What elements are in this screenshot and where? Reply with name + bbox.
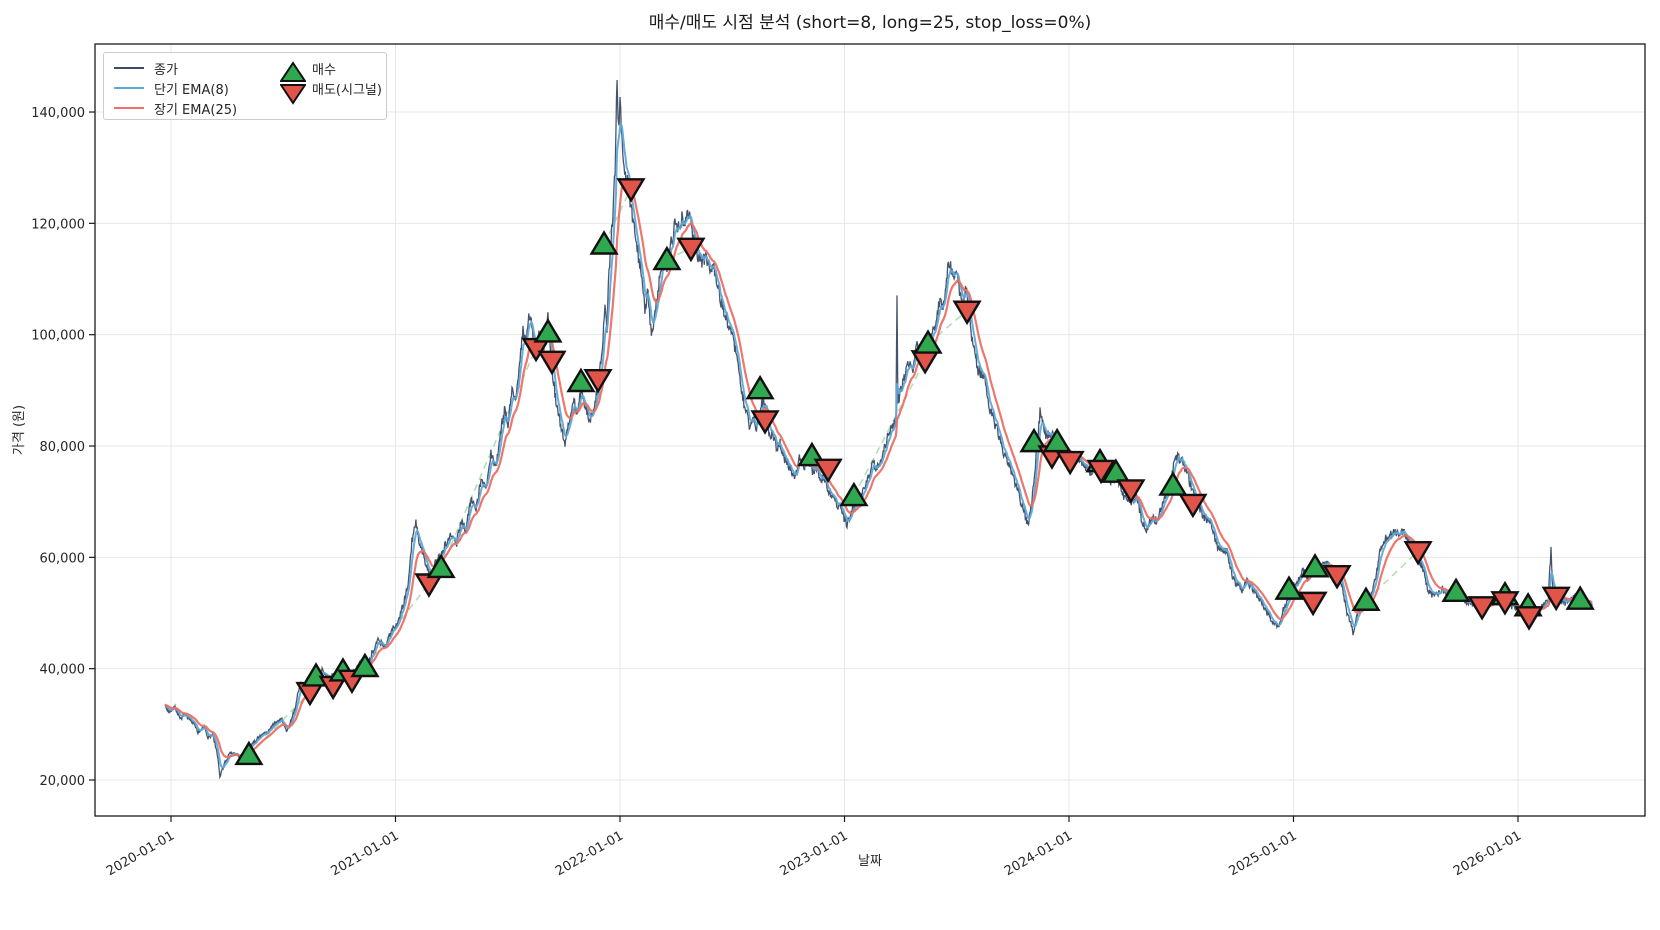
sell-marker	[1178, 493, 1208, 519]
legend-item-ema-short: 단기 EMA(8)	[114, 78, 229, 98]
signal-markers	[234, 178, 1595, 766]
legend-item-sell: 매도(시그널)	[312, 78, 382, 98]
trade-line	[440, 347, 537, 569]
y-axis-label: 가격 (원)	[12, 404, 27, 456]
chart-title: 매수/매도 시점 분석 (short=8, long=25, stop_loss…	[648, 13, 1092, 33]
buy-marker	[350, 652, 380, 678]
buy-marker	[1300, 553, 1330, 578]
grid	[95, 44, 1645, 816]
sell-marker	[583, 369, 613, 394]
sell-marker	[1467, 596, 1497, 621]
legend-buy-label: 매수	[312, 62, 336, 78]
sell-marker	[1298, 591, 1328, 617]
price-lines	[164, 79, 1593, 780]
buy-marker	[745, 374, 775, 400]
buy-marker	[426, 553, 456, 579]
long-ema-line-swatch	[114, 107, 144, 109]
x-axis-label: 날짜	[858, 854, 882, 869]
buy-marker	[1274, 575, 1304, 600]
legend-item-close: 종가	[114, 58, 178, 78]
trade-line	[853, 359, 926, 497]
legend-item-ema-long: 장기 EMA(25)	[114, 98, 237, 118]
buy-marker	[234, 740, 264, 766]
buy-marker	[533, 318, 563, 343]
buy-marker	[1441, 577, 1471, 603]
buy-marker	[1565, 585, 1595, 610]
close-price-line	[164, 79, 1593, 780]
sell-marker	[1116, 479, 1146, 504]
sell-marker	[1322, 564, 1352, 590]
close-line-swatch	[114, 67, 144, 69]
legend: 종가 단기 EMA(8) 장기 EMA(25) 매수 매도(시그널)	[103, 52, 387, 120]
sell-marker	[1514, 606, 1544, 631]
short-ema-line-swatch	[114, 87, 144, 89]
axes-spines	[94, 43, 1646, 817]
sell-marker	[1490, 591, 1520, 616]
y-tick-label: 40,000	[40, 663, 86, 678]
buy-marker	[652, 245, 682, 271]
legend-close-label: 종가	[154, 62, 178, 78]
sell-marker	[676, 237, 706, 263]
buy-marker	[566, 367, 596, 393]
trade-line	[603, 187, 632, 245]
short-ema-line	[164, 122, 1593, 769]
sell-marker	[1055, 450, 1085, 476]
y-tick-label: 120,000	[31, 217, 85, 232]
y-tick-label: 140,000	[31, 106, 85, 121]
sell-marker	[1403, 541, 1433, 566]
buy-marker	[913, 329, 943, 354]
y-tick-label: 60,000	[40, 551, 86, 566]
legend-item-buy: 매수	[312, 58, 336, 78]
legend-ema-short-label: 단기 EMA(8)	[154, 82, 229, 98]
legend-sell-label: 매도(시그널)	[312, 82, 382, 98]
sell-marker	[1541, 586, 1571, 612]
y-tick-label: 100,000	[31, 329, 85, 344]
long-ema-line	[164, 179, 1593, 759]
sell-marker	[537, 350, 567, 376]
buy-marker	[589, 230, 619, 255]
sell-marker	[813, 458, 843, 484]
y-tick-label: 80,000	[40, 440, 86, 455]
sell-marker	[952, 300, 982, 326]
buy-marker	[839, 481, 869, 507]
legend-ema-long-label: 장기 EMA(25)	[154, 102, 238, 118]
sell-marker	[616, 178, 646, 203]
buy-marker	[1101, 458, 1131, 483]
buy-marker	[1351, 586, 1381, 611]
y-tick-label: 20,000	[40, 774, 86, 789]
sell-marker	[1086, 459, 1116, 485]
sell-marker	[750, 410, 780, 435]
buy-marker	[1158, 471, 1188, 496]
buy-sell-legend-marker-icon	[280, 61, 306, 105]
trade-lines	[248, 187, 1530, 756]
trade-line	[927, 310, 968, 345]
